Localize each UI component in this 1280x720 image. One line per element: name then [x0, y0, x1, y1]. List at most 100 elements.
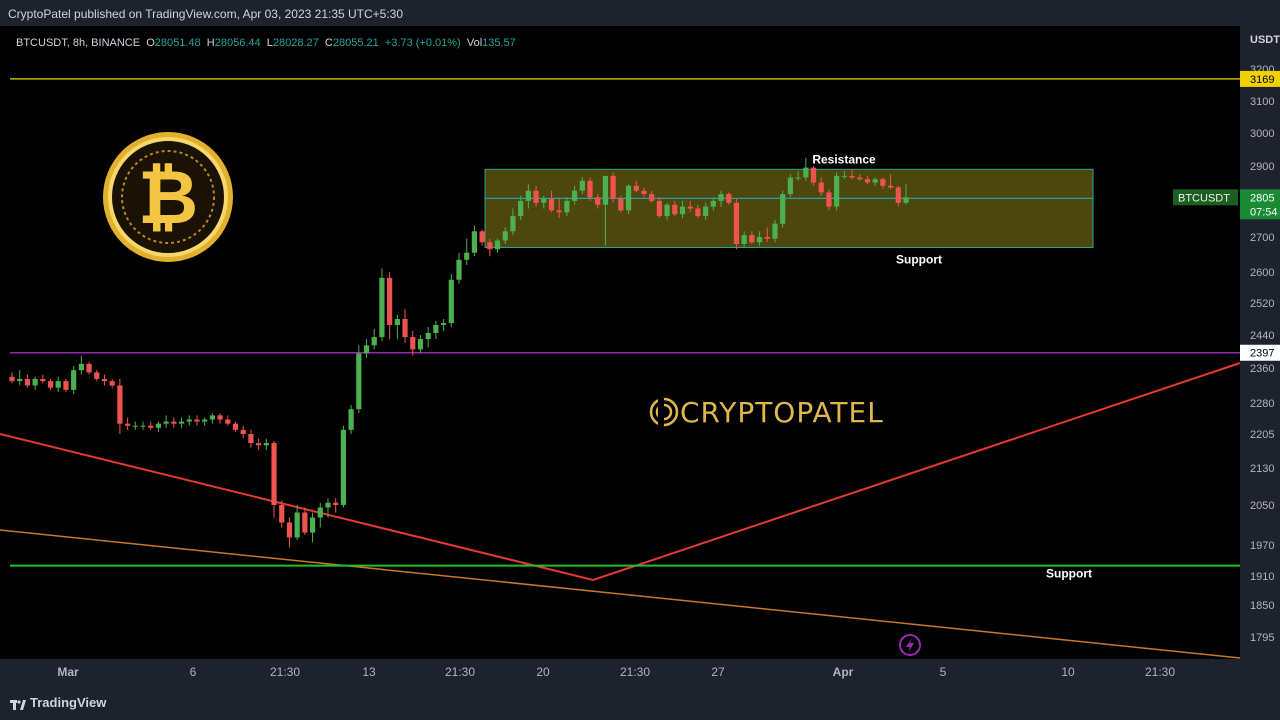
- time-axis-bg: [0, 659, 1240, 685]
- candle-body: [340, 429, 346, 505]
- symbol-price-tag-text: BTCUSDT: [1178, 192, 1230, 204]
- price-chart[interactable]: Resistance Support Support BTCUSDT CRYPTOPA…: [0, 26, 1280, 685]
- candle-body: [148, 425, 154, 428]
- time-tick-label: Apr: [833, 665, 854, 679]
- candle-body: [649, 194, 655, 201]
- candle-body: [17, 378, 23, 382]
- candle-body: [572, 190, 578, 201]
- candle-body: [9, 376, 15, 382]
- candle-body: [317, 507, 323, 518]
- candle-body: [433, 325, 439, 333]
- candle-body: [764, 237, 770, 239]
- bar-countdown: 07:54: [1250, 206, 1278, 218]
- candle-body: [248, 434, 254, 444]
- candle-body: [394, 319, 400, 325]
- watermark: CRYPTOPATEL: [649, 396, 884, 429]
- candle-body: [579, 180, 585, 191]
- candle-body: [209, 415, 215, 420]
- candle-body: [71, 370, 77, 390]
- watermark-text: CRYPTOPATEL: [680, 396, 884, 429]
- candle-body: [695, 208, 701, 217]
- candle-body: [271, 443, 277, 505]
- bitcoin-icon: ₿: [138, 155, 198, 241]
- candle-body: [656, 200, 662, 217]
- candle-body: [857, 177, 863, 180]
- candle-body: [726, 194, 732, 203]
- candle-body: [163, 421, 169, 424]
- candle-body: [294, 512, 300, 538]
- candle-body: [625, 185, 632, 211]
- candle-body: [333, 502, 339, 505]
- tradingview-logo[interactable]: TradingView: [10, 695, 106, 710]
- candle-body: [672, 204, 678, 215]
- axes: USDT 32003100300029002800270026002520244…: [0, 26, 1280, 685]
- lightning-icon[interactable]: [899, 634, 921, 656]
- candle-body: [202, 419, 208, 422]
- candle-body: [132, 425, 138, 427]
- time-tick-label: Mar: [57, 665, 79, 679]
- candle-body: [741, 235, 747, 244]
- candle-body: [186, 419, 192, 422]
- time-tick-label: 20: [536, 665, 550, 679]
- candle-body: [479, 231, 485, 243]
- candle-body: [641, 190, 647, 195]
- candle-body: [533, 190, 539, 203]
- candle-body: [903, 197, 909, 203]
- candle-body: [487, 242, 493, 250]
- trend-line-orange: [0, 529, 1241, 659]
- candle-body: [356, 353, 362, 410]
- low-value: 28028.27: [272, 37, 319, 49]
- candle-body: [348, 409, 354, 430]
- price-level-tag-text: 2397: [1250, 348, 1274, 360]
- candle-body: [155, 423, 162, 428]
- price-tick-label: 1795: [1250, 632, 1274, 644]
- time-tick-label: 21:30: [620, 665, 650, 679]
- candle-body: [587, 180, 593, 198]
- candle-body: [880, 179, 886, 186]
- candle-body: [795, 177, 801, 179]
- candle-body: [140, 425, 146, 427]
- time-tick-label: 13: [362, 665, 376, 679]
- candle-body: [787, 177, 793, 195]
- zone-support-label: Support: [896, 253, 942, 267]
- time-tick-label: 21:30: [445, 665, 475, 679]
- price-tick-label: 2600: [1250, 267, 1274, 279]
- price-tick-label: 2205: [1250, 429, 1274, 441]
- price-level-tag-text: 3169: [1250, 74, 1274, 86]
- candle-body: [810, 167, 817, 183]
- footer-bar: [0, 685, 1280, 720]
- candle-body: [456, 259, 462, 280]
- candle-body: [240, 429, 246, 434]
- candle-body: [772, 223, 778, 239]
- candle-body: [309, 517, 316, 533]
- candle-body: [818, 182, 824, 193]
- open-label: O: [146, 37, 155, 49]
- candle-body: [849, 175, 855, 178]
- volume-label: Vol: [466, 37, 483, 49]
- drawing-lines: [0, 78, 1241, 659]
- candle-body: [841, 175, 847, 177]
- candle-body: [471, 231, 478, 253]
- candle-body: [32, 378, 38, 386]
- price-tick-label: 1910: [1250, 571, 1274, 583]
- price-level-tag: [1240, 344, 1280, 361]
- candle-body: [610, 175, 616, 199]
- candle-body: [94, 372, 100, 379]
- candle-body: [564, 200, 570, 213]
- candle-body: [440, 323, 447, 325]
- tradingview-icon: [10, 698, 26, 710]
- candle-body: [302, 512, 308, 533]
- candle-body: [178, 421, 185, 424]
- candle-body: [371, 337, 377, 346]
- low-label: L: [266, 37, 273, 49]
- candle-body: [40, 378, 46, 382]
- trend-line-red: [0, 362, 1241, 582]
- candle-body: [803, 167, 809, 178]
- candle-body: [63, 381, 69, 390]
- support-line-label: Support: [1046, 567, 1092, 581]
- price-tick-label: 2700: [1250, 232, 1274, 244]
- candle-body: [425, 333, 431, 340]
- candle-body: [125, 423, 131, 426]
- candle-body: [387, 277, 393, 325]
- candle-body: [780, 194, 786, 224]
